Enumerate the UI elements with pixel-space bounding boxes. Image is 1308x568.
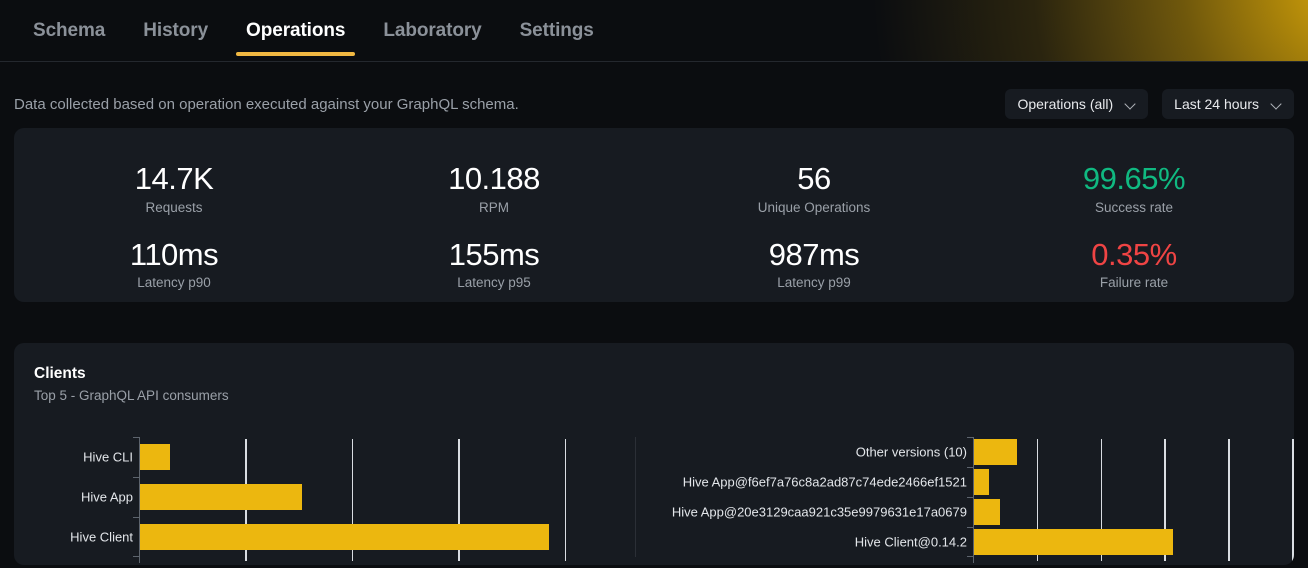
chart-bar[interactable] bbox=[974, 439, 1018, 465]
chart-category-label: Hive App bbox=[80, 489, 134, 505]
chart-bar[interactable] bbox=[974, 529, 1174, 555]
client-versions-bar-chart: Other versions (10) Hive App@f6ef7a76c8a2… bbox=[638, 437, 1294, 563]
stat-latency-p95: 155ms Latency p95 bbox=[334, 226, 654, 302]
chart-gridline bbox=[1036, 439, 1039, 561]
chart-gridline bbox=[1228, 439, 1230, 561]
main-nav-tabs: Schema History Operations Laboratory Setting… bbox=[0, 0, 1308, 62]
stat-value: 99.65% bbox=[1082, 161, 1186, 196]
stat-label: Unique Operations bbox=[757, 199, 871, 215]
stat-value: 110ms bbox=[129, 236, 219, 272]
stat-label: Latency p99 bbox=[777, 275, 851, 291]
chart-y-axis bbox=[973, 437, 974, 563]
chart-category-label: Hive Client bbox=[70, 529, 134, 545]
stat-success-rate: 99.65% Success rate bbox=[974, 150, 1294, 226]
time-range-filter-dropdown[interactable]: Last 24 hours bbox=[1162, 89, 1294, 119]
stat-value: 14.7K bbox=[134, 161, 214, 196]
stat-label: Success rate bbox=[1094, 199, 1174, 215]
page-subtitle: Data collected based on operation execut… bbox=[14, 95, 519, 113]
chart-axis-tick bbox=[967, 497, 973, 498]
chart-category-label: Hive App@20e3129caa921c35e9979631e17a067… bbox=[671, 504, 967, 520]
clients-subtitle: Top 5 - GraphQL API consumers bbox=[34, 388, 229, 403]
stat-failure-rate: 0.35% Failure rate bbox=[974, 226, 1294, 302]
metrics-grid: 14.7K Requests 10.188 RPM 56 Unique Operation… bbox=[14, 150, 1294, 301]
charts-divider bbox=[635, 437, 636, 557]
stat-latency-p90: 110ms Latency p90 bbox=[14, 226, 334, 302]
tab-history[interactable]: History bbox=[143, 20, 209, 41]
chart-category-label: Other versions (10) bbox=[855, 444, 967, 460]
stat-label: Requests bbox=[145, 199, 203, 215]
clients-charts: Hive CLI Hive App Hive Client Other versio… bbox=[34, 437, 1294, 563]
chart-gridline bbox=[564, 439, 567, 561]
chart-gridline bbox=[1292, 439, 1294, 561]
chart-axis-tick bbox=[133, 437, 139, 438]
clients-bar-chart: Hive CLI Hive App Hive Client bbox=[34, 437, 633, 563]
stat-value: 56 bbox=[797, 161, 831, 196]
chart-category-label: Hive App@f6ef7a76c8a2ad87c74ede2466ef152… bbox=[682, 474, 967, 490]
chart-bar[interactable] bbox=[974, 469, 990, 495]
tab-operations[interactable]: Operations bbox=[227, 0, 364, 62]
stat-value: 987ms bbox=[768, 236, 860, 272]
chart-bar[interactable] bbox=[140, 444, 170, 470]
chart-bar[interactable] bbox=[974, 499, 1000, 525]
stat-label: Failure rate bbox=[1099, 275, 1169, 291]
stat-unique-operations: 56 Unique Operations bbox=[654, 150, 974, 226]
metrics-summary-card: 14.7K Requests 10.188 RPM 56 Unique Operation… bbox=[14, 128, 1294, 302]
chart-axis-tick bbox=[967, 527, 973, 528]
stat-label: RPM bbox=[479, 199, 509, 215]
tab-settings[interactable]: Settings bbox=[519, 20, 594, 41]
chart-gridline bbox=[1100, 439, 1103, 561]
stat-rpm: 10.188 RPM bbox=[334, 150, 654, 226]
chart-bar[interactable] bbox=[140, 484, 302, 510]
chart-axis-tick bbox=[967, 437, 973, 438]
stat-latency-p99: 987ms Latency p99 bbox=[654, 226, 974, 302]
dropdown-label: Operations (all) bbox=[1017, 96, 1114, 112]
stat-value: 10.188 bbox=[448, 161, 540, 196]
filter-controls: Operations (all) Last 24 hours bbox=[1005, 89, 1294, 119]
chart-axis-tick bbox=[967, 467, 973, 468]
chart-category-label: Hive CLI bbox=[83, 449, 134, 465]
chevron-down-icon bbox=[1272, 99, 1282, 109]
chart-y-axis bbox=[139, 437, 140, 563]
chart-bar[interactable] bbox=[140, 524, 549, 550]
chevron-down-icon bbox=[1126, 99, 1136, 109]
chart-category-label: Hive Client@0.14.2 bbox=[854, 534, 967, 550]
chart-axis-tick bbox=[967, 556, 973, 557]
stat-label: Latency p90 bbox=[137, 275, 211, 291]
clients-title: Clients bbox=[34, 365, 86, 382]
chart-axis-tick bbox=[133, 556, 139, 557]
chart-axis-tick bbox=[133, 517, 139, 518]
operations-filter-dropdown[interactable]: Operations (all) bbox=[1005, 89, 1149, 119]
stat-requests: 14.7K Requests bbox=[14, 150, 334, 226]
dropdown-label: Last 24 hours bbox=[1174, 96, 1259, 112]
stat-value: 0.35% bbox=[1091, 236, 1177, 272]
chart-axis-tick bbox=[133, 477, 139, 478]
header-toolbar: Data collected based on operation execut… bbox=[0, 62, 1308, 120]
clients-card: Clients Top 5 - GraphQL API consumers Hi… bbox=[14, 343, 1294, 565]
tab-laboratory[interactable]: Laboratory bbox=[383, 20, 482, 41]
chart-gridline bbox=[351, 439, 354, 561]
stat-label: Latency p95 bbox=[457, 275, 531, 291]
stat-value: 155ms bbox=[448, 236, 540, 272]
tab-schema[interactable]: Schema bbox=[33, 20, 106, 41]
chart-gridline bbox=[1164, 439, 1166, 561]
chart-gridline bbox=[458, 439, 460, 561]
